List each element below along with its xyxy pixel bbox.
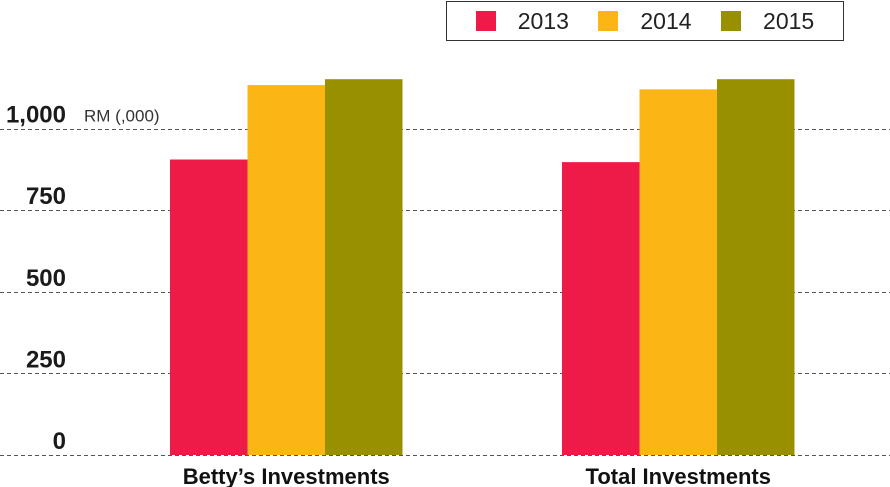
bars bbox=[170, 79, 795, 456]
legend-swatch-2014 bbox=[598, 11, 619, 31]
y-tick-label-1,000: 1,000 bbox=[6, 102, 66, 129]
y-axis-unit-label: RM (,000) bbox=[84, 107, 160, 126]
legend: 2013 2014 2015 bbox=[446, 1, 844, 41]
y-tick-label-750: 750 bbox=[26, 183, 66, 210]
bar-2014-bettys-investments bbox=[247, 85, 325, 455]
legend-label-2013: 2013 bbox=[517, 7, 569, 34]
legend-item-2014: 2014 bbox=[598, 7, 692, 35]
bar-2013-total-investments bbox=[562, 162, 640, 455]
bar-2015-bettys-investments bbox=[325, 79, 403, 456]
legend-swatch-2013 bbox=[475, 11, 496, 31]
legend-label-2014: 2014 bbox=[640, 7, 692, 34]
gridlines bbox=[0, 129, 890, 456]
bar-2014-total-investments bbox=[639, 89, 717, 455]
legend-item-2015: 2015 bbox=[721, 8, 814, 35]
legend-swatch-2015 bbox=[721, 11, 742, 31]
y-tick-label-500: 500 bbox=[26, 265, 66, 292]
y-tick-label-0: 0 bbox=[53, 428, 66, 455]
category-label-bettys-investments: Betty’s Investments bbox=[183, 464, 390, 487]
y-axis-ticks: 0 250 500 750 1,000 bbox=[6, 102, 66, 456]
legend-label-2015: 2015 bbox=[763, 7, 815, 34]
legend-item-2013: 2013 bbox=[475, 7, 569, 35]
y-tick-label-250: 250 bbox=[26, 346, 66, 373]
category-labels: Betty’s Investments Total Investments bbox=[183, 464, 771, 487]
category-label-total-investments: Total Investments bbox=[586, 464, 771, 487]
bar-2015-total-investments bbox=[717, 79, 795, 456]
bar-2013-bettys-investments bbox=[170, 159, 248, 455]
